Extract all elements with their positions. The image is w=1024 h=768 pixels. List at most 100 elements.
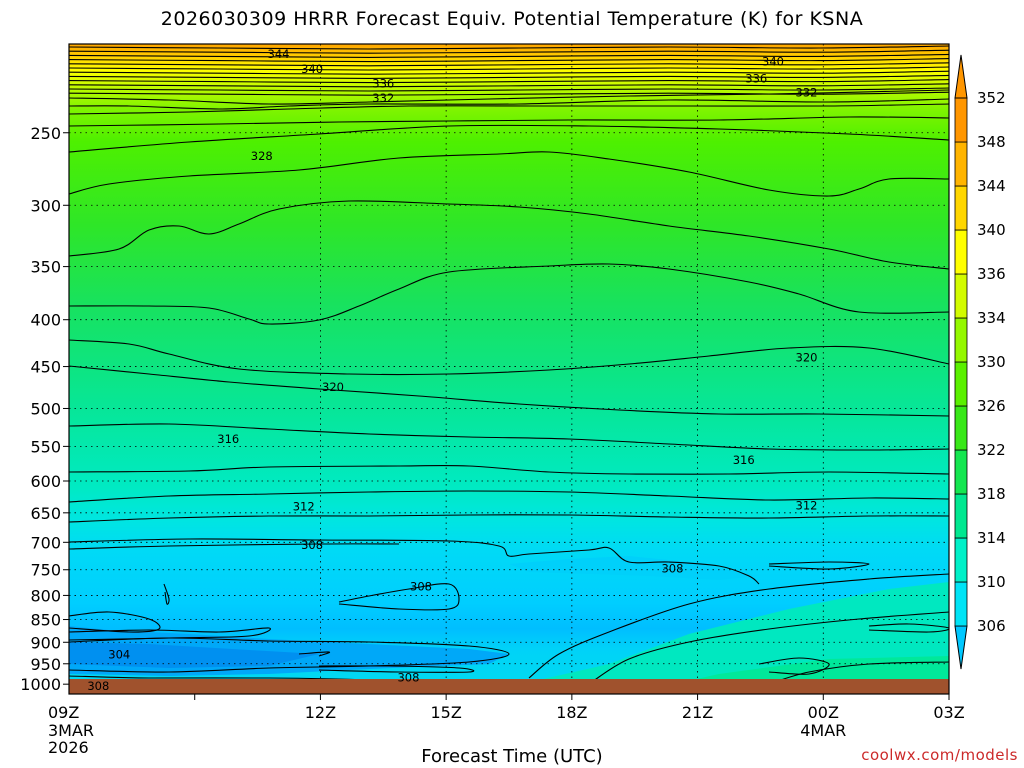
shade-low-300 — [69, 642, 319, 668]
contour-label: 336 — [372, 77, 394, 91]
contour-upper-8 — [69, 79, 949, 84]
contour-322 — [69, 263, 949, 325]
contour-label: 320 — [322, 380, 344, 394]
contour-upper-3 — [69, 58, 949, 63]
contour-label: 344 — [268, 47, 290, 61]
colorbar-tick-label: 334 — [977, 309, 1006, 327]
y-tick-label: 550 — [30, 437, 61, 456]
colorbar-tick-label: 310 — [977, 573, 1006, 591]
x-tick-sublabel: 2026 — [48, 738, 89, 757]
contour-upper-7 — [69, 74, 949, 79]
gridlines — [69, 44, 949, 694]
contour-label: 308 — [87, 679, 109, 693]
contour-312b — [588, 611, 949, 685]
y-tick-label: 450 — [30, 358, 61, 377]
contour-label: 308 — [397, 670, 419, 684]
contour-label: 328 — [251, 149, 273, 163]
y-tick-label: 600 — [30, 472, 61, 491]
y-tick-label: 750 — [30, 561, 61, 580]
colorbar-swatch — [954, 361, 968, 407]
contour-304 — [69, 637, 510, 673]
contour-label: 340 — [301, 62, 323, 76]
colorbar-swatch — [954, 493, 968, 539]
x-tick-sublabel: 4MAR — [800, 721, 846, 740]
colorbar-swatch — [954, 229, 968, 275]
y-tick-label: 350 — [30, 258, 61, 277]
contour-334 — [69, 98, 949, 110]
contour-310b — [528, 573, 949, 679]
contour-label: 312 — [796, 498, 818, 512]
contour-308b — [69, 543, 400, 550]
contour-lines — [69, 45, 949, 687]
x-tick-label: 09Z — [48, 703, 79, 722]
y-tick-label: 500 — [30, 399, 61, 418]
contour-333 — [69, 103, 949, 115]
y-tick-label: 250 — [30, 124, 61, 143]
x-tick-label: 12Z — [305, 703, 336, 722]
colorbar: 306 310 314 318 322 326 330 334 336 340 344 348 352 — [954, 54, 1006, 670]
terrain-band — [69, 679, 949, 694]
contour-label: 336 — [745, 71, 767, 85]
contour-label: 304 — [108, 647, 130, 661]
contour-312c — [868, 623, 949, 633]
x-tick-label: 21Z — [682, 703, 713, 722]
contour-312 — [69, 490, 949, 503]
colorbar-swatch — [954, 185, 968, 231]
colorbar-swatch — [954, 537, 968, 583]
x-tick-label: 03Z — [933, 703, 964, 722]
contour-304b — [298, 651, 331, 657]
contour-upper-6 — [69, 70, 949, 75]
y-tick-label: 1000 — [20, 675, 61, 694]
colorbar-arrow-low — [954, 625, 968, 670]
y-tick-label: 700 — [30, 533, 61, 552]
contour-label: 332 — [372, 91, 394, 105]
colorbar-swatch — [954, 97, 968, 143]
colorbar-swatch — [954, 273, 968, 319]
contour-upper-10 — [69, 87, 949, 92]
contour-314 — [768, 661, 949, 685]
colorbar-tick-label: 306 — [977, 617, 1006, 635]
colorbar-tick-label: 344 — [977, 177, 1006, 195]
chart-title: 2026030309 HRRR Forecast Equiv. Potentia… — [160, 8, 864, 30]
y-tick-label: 400 — [30, 311, 61, 330]
contour-upper-5 — [69, 66, 949, 71]
contour-upper-9 — [69, 83, 949, 88]
y-tick-label: 300 — [30, 196, 61, 215]
colorbar-tick-label: 322 — [977, 441, 1006, 459]
y-tick-label: 950 — [30, 655, 61, 674]
contour-326 — [69, 151, 949, 197]
contour-310 — [69, 514, 949, 523]
colorbar-arrow-high — [954, 54, 968, 99]
colorbar-swatch — [954, 141, 968, 187]
plot-frame — [68, 43, 950, 695]
contour-308d — [163, 583, 170, 605]
contour-318 — [69, 365, 949, 417]
colorbar-swatch — [954, 317, 968, 363]
contour-label: 308 — [410, 579, 432, 593]
x-tick-sublabel: 3MAR — [48, 721, 94, 740]
contour-304c — [318, 665, 475, 673]
contour-320 — [69, 339, 949, 376]
colorbar-tick-label: 352 — [977, 89, 1006, 107]
colorbar-tick-label: 330 — [977, 353, 1006, 371]
x-tick-label: 15Z — [430, 703, 461, 722]
contour-label: 340 — [762, 55, 784, 69]
x-axis-label: Forecast Time (UTC) — [421, 746, 603, 767]
contour-label: 308 — [301, 538, 323, 552]
y-tick-label: 650 — [30, 504, 61, 523]
contour-upper-2 — [69, 53, 949, 58]
contour-label: 316 — [217, 432, 239, 446]
contour-upper-11 — [69, 91, 949, 96]
colorbar-tick-label: 340 — [977, 221, 1006, 239]
colorbar-tick-label: 318 — [977, 485, 1006, 503]
contour-label: 320 — [796, 351, 818, 365]
contour-332 — [69, 116, 949, 127]
contour-label: 316 — [733, 453, 755, 467]
y-tick-label: 800 — [30, 586, 61, 605]
contour-label: 308 — [661, 562, 683, 576]
contour-308 — [69, 538, 760, 585]
x-tick-label: 18Z — [556, 703, 587, 722]
